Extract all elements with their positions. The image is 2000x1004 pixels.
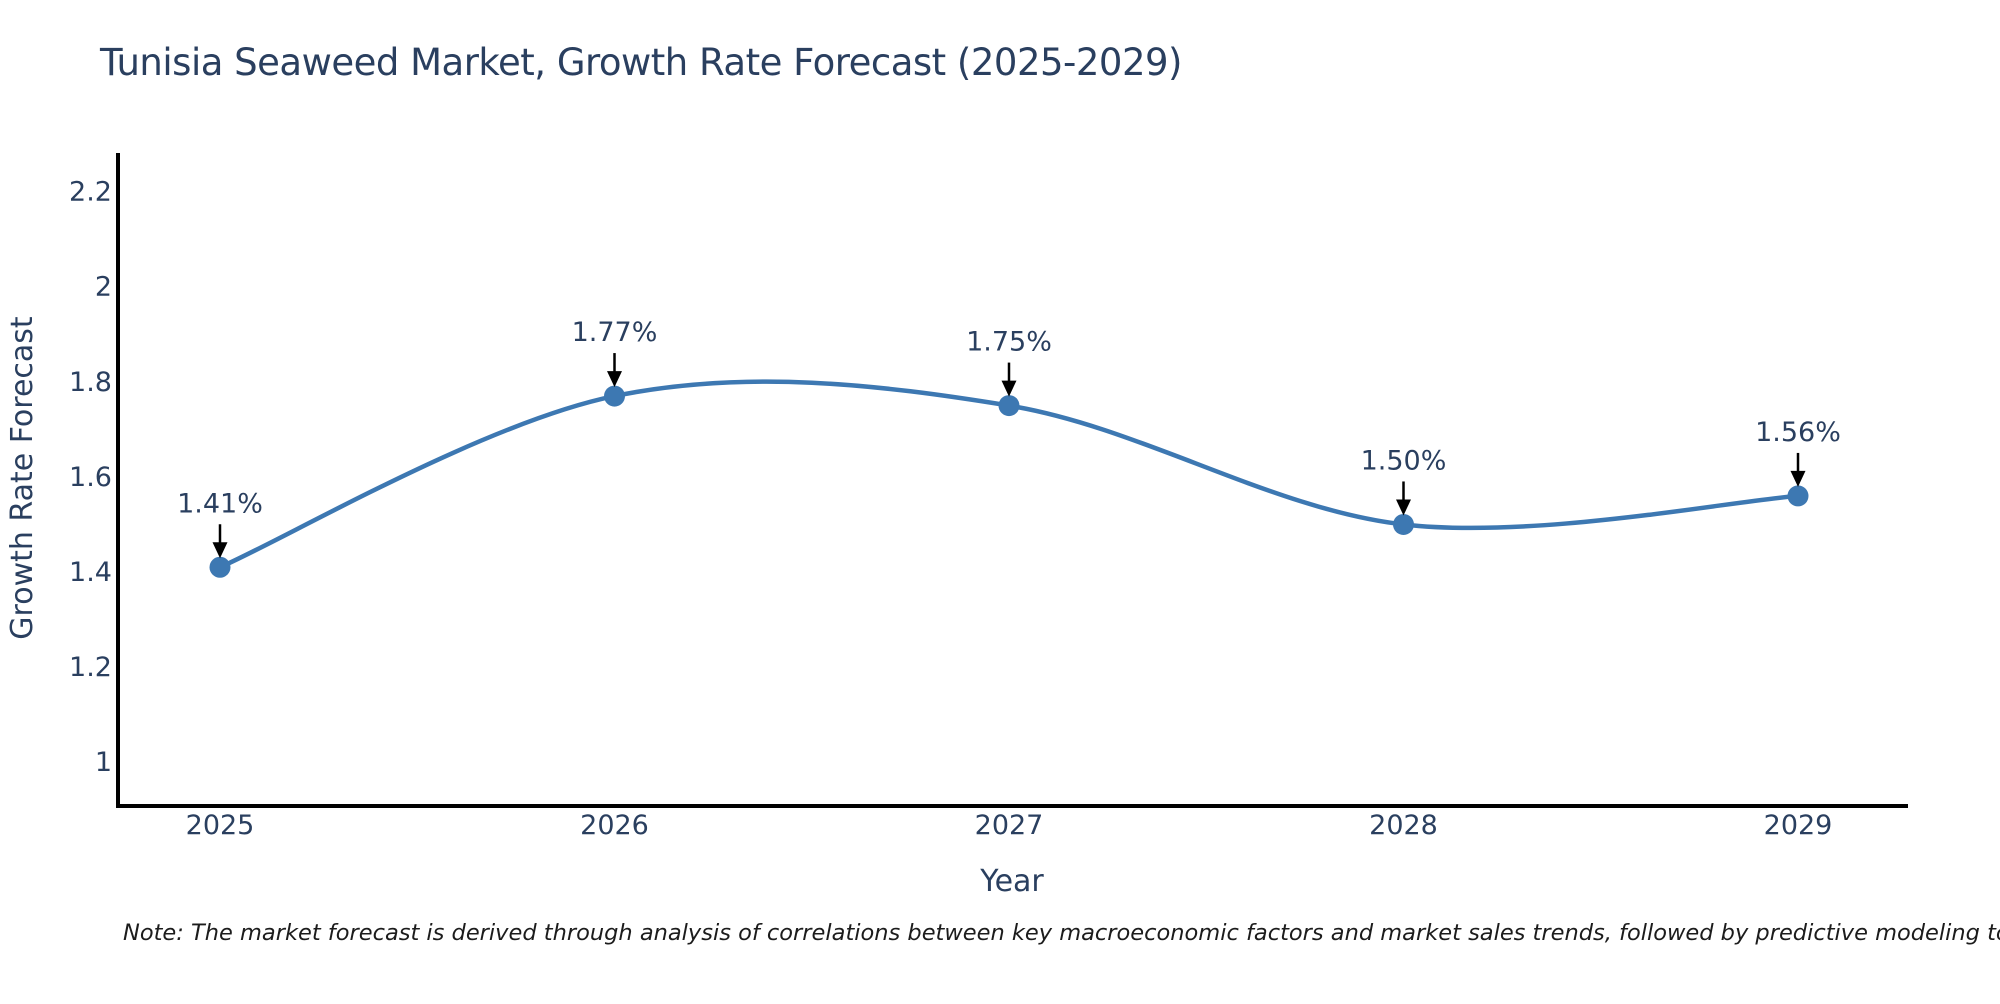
y-axis-title: Growth Rate Forecast [5,316,40,640]
x-tick-label: 2026 [580,810,649,841]
annotation-label: 1.50% [1361,445,1447,476]
y-tick-label: 1.6 [69,462,112,493]
y-tick-label: 1.8 [69,367,112,398]
annotation-arrowhead [1001,380,1017,397]
y-tick-label: 2.2 [69,177,112,208]
y-tick-label: 2 [95,272,112,303]
annotation-arrowhead [607,371,622,388]
data-point-2028 [1393,513,1414,535]
annotation-label: 1.77% [572,317,658,348]
annotation-label: 1.41% [177,488,263,519]
point-annotations: 1.41% 1.77% 1.75% 1.50% 1.56% [177,317,1841,559]
x-tick-label: 2027 [975,810,1044,841]
annotation-arrowhead [1396,499,1411,516]
y-tick-label: 1.2 [69,652,112,683]
x-tick-label: 2025 [186,810,255,841]
data-point-2025 [209,556,231,578]
y-axis-tick-labels: 1 1.2 1.4 1.6 1.8 2 2.2 [69,177,112,779]
x-tick-label: 2029 [1764,810,1833,841]
data-point-2029 [1787,485,1809,507]
annotation-arrowhead [212,542,228,559]
y-tick-label: 1 [95,747,112,778]
annotation-label: 1.56% [1755,417,1841,448]
annotation-arrowhead [1790,470,1806,487]
annotation-label: 1.75% [966,327,1052,358]
x-tick-label: 2028 [1369,810,1438,841]
x-axis-title: Year [979,864,1044,899]
data-point-2026 [604,385,625,407]
axis-lines [116,153,1908,808]
series-growth-rate [209,379,1809,578]
chart-title: Tunisia Seaweed Market, Growth Rate Fore… [99,41,1182,84]
y-tick-label: 1.4 [69,557,112,588]
footnote: Note: The market forecast is derived thr… [123,920,2000,946]
data-point-2027 [998,395,1020,417]
x-axis-tick-labels: 2025 2026 2027 2028 2029 [186,810,1833,841]
